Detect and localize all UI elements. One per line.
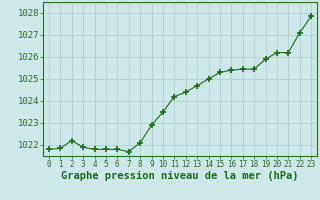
- X-axis label: Graphe pression niveau de la mer (hPa): Graphe pression niveau de la mer (hPa): [61, 171, 299, 181]
